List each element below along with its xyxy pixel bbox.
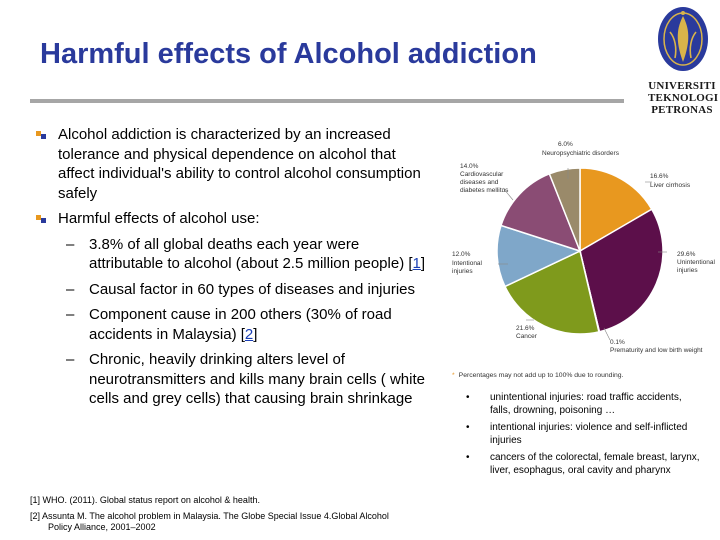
chart-footnote-marker: * (452, 372, 455, 379)
logo-text-line2: TEKNOLOGI (648, 92, 719, 104)
list-item-text: unintentional injuries: road traffic acc… (490, 392, 682, 416)
label-neuro-pct: 6.0% (558, 141, 573, 148)
reference-2-line-2: Policy Alliance, 2001–2002 (48, 522, 156, 532)
subbullet-chronic-drinking-text: Chronic, heavily drinking alters level o… (89, 351, 425, 407)
label-liver-pct: 16.6% (650, 173, 669, 180)
slide-title: Harmful effects of Alcohol addiction (40, 38, 537, 70)
label-liver-name: Liver cirrhosis (650, 182, 691, 189)
subbullet-global-deaths-text: 3.8% of all global deaths each year were… (89, 235, 413, 273)
bullet-dot: • (466, 422, 470, 433)
logo-text-line3: PETRONAS (651, 104, 713, 116)
main-bullet-list: Alcohol addiction is characterized by an… (36, 125, 436, 415)
pie-slice-cardiovascular-diseases-and-diabetes-mellitus (500, 172, 582, 253)
subbullet-causal-factor-text: Causal factor in 60 types of diseases an… (89, 280, 416, 298)
bullet-marker-icon (36, 131, 46, 139)
bullet-harmful-effects-text: Harmful effects of alcohol use: (58, 210, 260, 227)
references: [1] WHO. (2011). Global status report on… (30, 495, 450, 538)
pie-chart-svg: 6.0% Neuropsychiatric disorders 16.6% Li… (452, 141, 715, 354)
label-unintentional-pct: 29.6% (677, 251, 696, 258)
bullet-dot: • (466, 392, 470, 403)
subbullet-component-cause: – Component cause in 200 others (30% of … (36, 305, 436, 344)
ref-close-bracket: ] (253, 325, 258, 343)
bullet-definition-text: Alcohol addiction is characterized by an… (58, 126, 421, 202)
label-cvd-pct: 14.0% (460, 163, 479, 170)
list-item: • cancers of the colorectal, female brea… (460, 452, 700, 477)
list-item-text: cancers of the colorectal, female breast… (490, 452, 700, 476)
subbullet-chronic-drinking: – Chronic, heavily drinking alters level… (36, 350, 436, 409)
bullet-harmful-effects: Harmful effects of alcohol use: (36, 209, 436, 229)
label-intentional-pct: 12.0% (452, 251, 471, 258)
injury-definitions-list: • unintentional injuries: road traffic a… (460, 392, 700, 482)
bullet-definition: Alcohol addiction is characterized by an… (36, 125, 436, 203)
list-item-text: intentional injuries: violence and self-… (490, 422, 688, 446)
pie-slice-liver-cirrhosis (579, 167, 653, 253)
reference-1: [1] WHO. (2011). Global status report on… (30, 495, 260, 505)
chart-footnote-text: Percentages may not add up to 100% due t… (458, 372, 624, 379)
subbullet-global-deaths: – 3.8% of all global deaths each year we… (36, 235, 436, 274)
utp-emblem-icon (658, 7, 708, 71)
dash-marker: – (66, 306, 75, 323)
chart-footnote: * Percentages may not add up to 100% due … (452, 372, 623, 379)
dash-marker: – (66, 235, 75, 253)
dash-marker: – (66, 351, 75, 368)
label-intentional-name-1: Intentional (452, 260, 483, 267)
label-cancer-pct: 21.6% (516, 325, 535, 332)
list-item: • intentional injuries: violence and sel… (460, 422, 700, 447)
pie-slice-neuropsychiatric-disorders (548, 167, 581, 252)
reference-link-1[interactable]: 1 (412, 255, 421, 272)
dash-marker: – (66, 280, 75, 298)
label-unintentional-name-1: Unintentional (677, 259, 715, 266)
label-cvd-name-2: diseases and (460, 179, 499, 186)
subbullet-component-cause-text: Component cause in 200 others (30% of ro… (89, 306, 392, 343)
label-cvd-name-1: Cardiovascular (460, 171, 504, 178)
alcohol-deaths-pie-chart: 6.0% Neuropsychiatric disorders 16.6% Li… (440, 130, 720, 390)
label-unintentional-name-2: injuries (677, 267, 698, 274)
reference-link-2[interactable]: 2 (244, 325, 254, 343)
pie-slices (496, 167, 664, 335)
bullet-marker-icon (36, 215, 46, 223)
university-logo: UNIVERSITI TEKNOLOGI PETRONAS (648, 4, 719, 122)
list-item: • unintentional injuries: road traffic a… (460, 392, 700, 417)
subbullet-causal-factor: – Causal factor in 60 types of diseases … (36, 280, 436, 300)
logo-text-line1: UNIVERSITI (648, 80, 716, 92)
leader-lines (498, 168, 667, 341)
pie-slice-unintentional-injuries (579, 208, 664, 333)
label-cvd-name-3: diabetes mellitus (460, 187, 509, 194)
title-underline (30, 99, 624, 103)
label-prematurity-pct: 0.1% (610, 339, 625, 346)
label-prematurity-name: Prematurity and low birth weight (610, 347, 703, 354)
bullet-dot: • (466, 452, 470, 463)
ref-close-bracket: ] (420, 255, 426, 272)
label-neuro-name: Neuropsychiatric disorders (542, 150, 620, 157)
reference-2-line-1: [2] Assunta M. The alcohol problem in Ma… (30, 510, 389, 521)
pie-slice-intentional-injuries (496, 224, 583, 288)
label-cancer-name: Cancer (516, 333, 538, 340)
label-intentional-name-2: injuries (452, 268, 473, 275)
reference-2: [2] Assunta M. The alcohol problem in Ma… (30, 511, 450, 534)
pie-slice-cancer (503, 249, 600, 335)
